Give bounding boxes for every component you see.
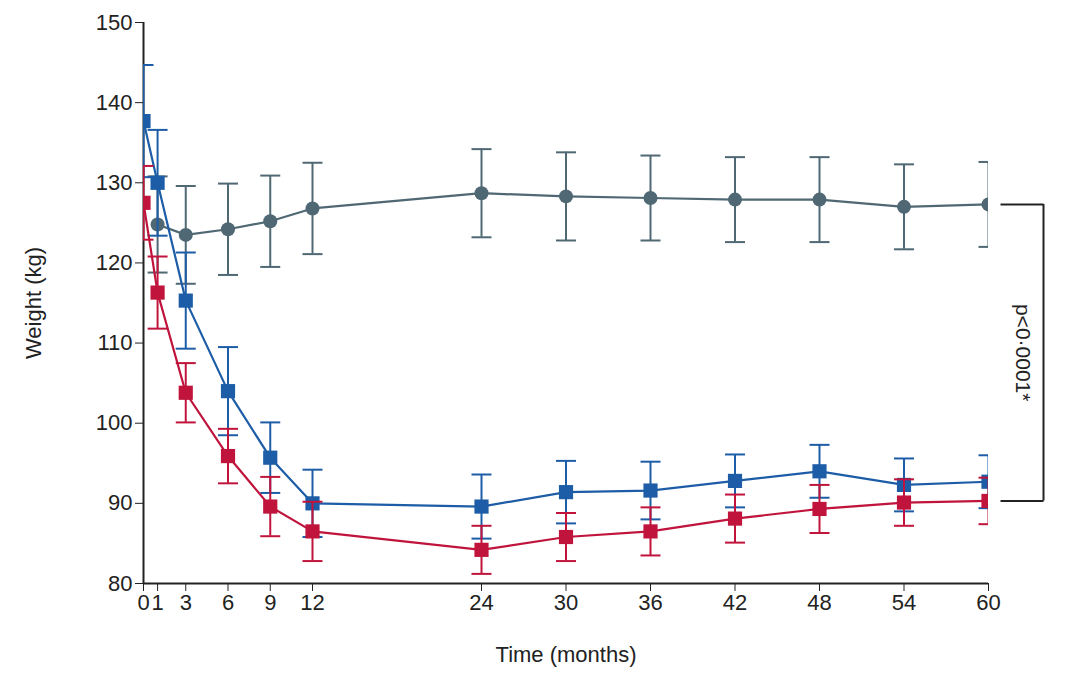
svg-text:Time (months): Time (months) bbox=[496, 642, 637, 667]
svg-text:Weight (kg): Weight (kg) bbox=[21, 247, 46, 359]
svg-text:42: 42 bbox=[723, 590, 747, 615]
svg-text:80: 80 bbox=[108, 571, 132, 596]
svg-text:150: 150 bbox=[96, 10, 133, 35]
svg-text:110: 110 bbox=[97, 330, 132, 355]
svg-text:48: 48 bbox=[807, 590, 831, 615]
svg-text:3: 3 bbox=[180, 590, 192, 615]
svg-text:90: 90 bbox=[108, 490, 132, 515]
svg-text:6: 6 bbox=[222, 590, 234, 615]
svg-text:24: 24 bbox=[469, 590, 493, 615]
svg-text:54: 54 bbox=[892, 590, 916, 615]
svg-text:36: 36 bbox=[638, 590, 662, 615]
svg-text:12: 12 bbox=[300, 590, 324, 615]
svg-text:1: 1 bbox=[151, 590, 163, 615]
svg-text:p<0·0001*: p<0·0001* bbox=[1012, 304, 1035, 402]
svg-text:130: 130 bbox=[96, 170, 133, 195]
svg-text:100: 100 bbox=[96, 410, 133, 435]
svg-text:0: 0 bbox=[137, 590, 149, 615]
svg-text:30: 30 bbox=[554, 590, 578, 615]
svg-text:60: 60 bbox=[976, 590, 1000, 615]
svg-text:9: 9 bbox=[264, 590, 276, 615]
svg-text:120: 120 bbox=[96, 250, 133, 275]
svg-text:140: 140 bbox=[96, 90, 133, 115]
